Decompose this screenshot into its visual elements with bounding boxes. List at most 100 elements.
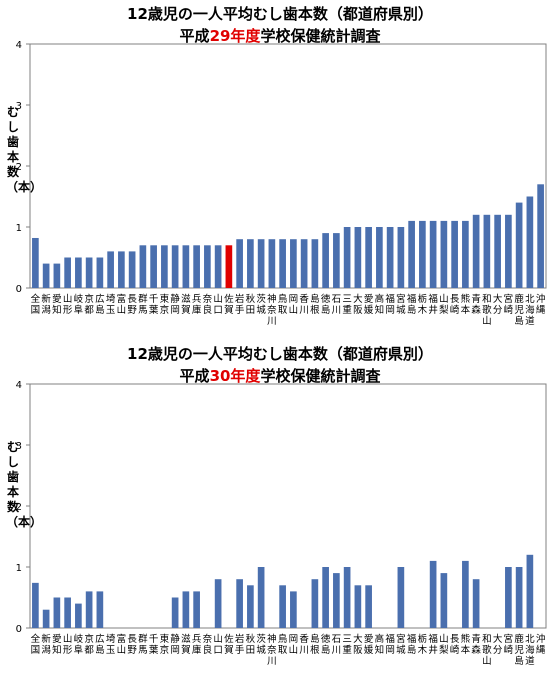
y-tick-label: 2 bbox=[16, 162, 22, 173]
x-tick-label-47: 沖 bbox=[536, 293, 546, 305]
y-tick-label: 4 bbox=[16, 40, 22, 51]
x-tick-label-14: 滋 bbox=[181, 293, 191, 305]
x-tick-label-8: 富 bbox=[117, 633, 127, 645]
bar-17 bbox=[214, 579, 222, 628]
subtitle-suffix: 学校保健統計調査 bbox=[260, 367, 381, 385]
x-tick-label-41: 森 bbox=[471, 644, 481, 656]
x-tick-label-18: 佐 bbox=[224, 633, 234, 645]
x-tick-label-10: 群 bbox=[138, 293, 148, 305]
x-tick-label-9: 野 bbox=[127, 305, 137, 316]
x-tick-label-43: 分 bbox=[493, 645, 503, 656]
x-tick-label-10: 群 bbox=[138, 633, 148, 645]
x-tick-label-46: 海 bbox=[525, 304, 535, 316]
x-tick-label-33: 岡 bbox=[385, 645, 395, 656]
bar-20 bbox=[247, 239, 254, 288]
x-tick-label-6: 広 bbox=[95, 633, 105, 645]
x-tick-label-3: 形 bbox=[63, 304, 73, 316]
x-tick-label-29: 重 bbox=[342, 304, 352, 316]
x-tick-label-18: 佐 bbox=[224, 293, 234, 305]
x-tick-label-22: 神 bbox=[267, 293, 277, 305]
x-tick-label-23: 取 bbox=[278, 645, 288, 656]
x-tick-label-3: 山 bbox=[63, 294, 73, 305]
y-tick-label: 4 bbox=[16, 380, 22, 391]
chart-plot-h29: 01234全国新潟愛知山形岐阜京都広島埼玉富山長野群馬千葉東京静岡滋賀兵庫奈良山… bbox=[16, 40, 547, 327]
x-tick-label-14: 賀 bbox=[181, 644, 191, 656]
x-tick-label-38: 山 bbox=[439, 294, 449, 305]
bar-23 bbox=[279, 239, 286, 288]
x-tick-label-22: 川 bbox=[267, 316, 277, 327]
x-tick-label-45: 島 bbox=[514, 315, 524, 327]
x-tick-label-27: 島 bbox=[321, 304, 331, 316]
bar-8 bbox=[118, 251, 125, 288]
x-tick-label-13: 岡 bbox=[170, 645, 180, 656]
x-tick-label-47: 縄 bbox=[536, 644, 546, 656]
x-tick-label-11: 葉 bbox=[149, 644, 159, 656]
chart-subtitle: 平成30年度学校保健統計調査 bbox=[0, 366, 560, 386]
x-tick-label-42: 山 bbox=[482, 656, 492, 667]
x-tick-label-36: 栃 bbox=[418, 633, 428, 645]
x-tick-label-0: 全 bbox=[31, 293, 41, 305]
x-tick-label-27: 徳 bbox=[321, 633, 331, 645]
x-tick-label-35: 福 bbox=[407, 633, 417, 645]
x-tick-label-45: 鹿 bbox=[514, 293, 524, 305]
x-tick-label-21: 城 bbox=[256, 305, 266, 316]
x-tick-label-4: 岐 bbox=[74, 633, 84, 645]
x-tick-label-24: 岡 bbox=[289, 294, 299, 305]
y-tick-label: 3 bbox=[16, 441, 22, 452]
bar-44 bbox=[505, 567, 512, 628]
x-tick-label-13: 静 bbox=[170, 633, 180, 645]
x-tick-label-15: 庫 bbox=[192, 644, 202, 656]
x-tick-label-19: 手 bbox=[235, 304, 245, 316]
bar-15 bbox=[193, 245, 200, 288]
x-tick-label-32: 高 bbox=[375, 633, 385, 645]
x-tick-label-30: 阪 bbox=[353, 645, 363, 656]
x-tick-label-42: 和 bbox=[482, 634, 492, 645]
x-tick-label-20: 秋 bbox=[246, 293, 256, 305]
bar-30 bbox=[354, 227, 362, 288]
x-tick-label-44: 宮 bbox=[504, 293, 514, 305]
x-tick-label-29: 重 bbox=[342, 644, 352, 656]
x-tick-label-28: 石 bbox=[332, 634, 342, 645]
bar-14 bbox=[182, 245, 190, 288]
bar-36 bbox=[419, 220, 426, 288]
bar-41 bbox=[472, 214, 480, 288]
x-tick-label-18: 賀 bbox=[224, 304, 234, 316]
x-tick-label-44: 崎 bbox=[504, 644, 514, 656]
bar-21 bbox=[257, 239, 265, 288]
x-tick-label-18: 賀 bbox=[224, 644, 234, 656]
x-tick-label-9: 野 bbox=[127, 645, 137, 656]
x-tick-label-5: 都 bbox=[84, 305, 94, 316]
x-tick-label-33: 岡 bbox=[385, 305, 395, 316]
bar-37 bbox=[429, 220, 437, 288]
bar-40 bbox=[462, 220, 469, 288]
bar-1 bbox=[42, 609, 50, 628]
x-tick-label-22: 神 bbox=[267, 633, 277, 645]
x-tick-label-4: 岐 bbox=[74, 293, 84, 305]
bar-46 bbox=[526, 196, 534, 288]
x-tick-label-1: 潟 bbox=[41, 644, 51, 656]
bar-12 bbox=[161, 245, 168, 288]
x-tick-label-5: 京 bbox=[84, 293, 94, 305]
x-tick-label-25: 川 bbox=[299, 305, 309, 316]
x-tick-label-34: 城 bbox=[396, 305, 406, 316]
x-tick-label-10: 馬 bbox=[138, 645, 148, 656]
bar-23 bbox=[279, 585, 286, 628]
x-tick-label-16: 良 bbox=[203, 644, 213, 656]
bar-28 bbox=[333, 233, 340, 288]
x-tick-label-2: 愛 bbox=[52, 293, 62, 305]
x-tick-label-27: 徳 bbox=[321, 293, 331, 305]
x-tick-label-9: 長 bbox=[127, 634, 137, 645]
bar-16 bbox=[204, 245, 211, 288]
x-tick-label-20: 田 bbox=[246, 645, 256, 656]
bar-6 bbox=[96, 591, 104, 628]
x-tick-label-23: 取 bbox=[278, 305, 288, 316]
x-tick-label-2: 知 bbox=[52, 644, 62, 656]
x-tick-label-37: 井 bbox=[428, 304, 438, 316]
bar-34 bbox=[397, 227, 405, 288]
x-tick-label-36: 木 bbox=[418, 304, 428, 316]
x-tick-label-20: 秋 bbox=[246, 633, 256, 645]
chart-h30: 12歳児の一人平均むし歯本数（都道府県別） 平成30年度学校保健統計調査 むし歯… bbox=[0, 340, 560, 679]
x-tick-label-42: 歌 bbox=[482, 644, 492, 656]
bar-11 bbox=[150, 245, 157, 288]
x-tick-label-30: 阪 bbox=[353, 305, 363, 316]
